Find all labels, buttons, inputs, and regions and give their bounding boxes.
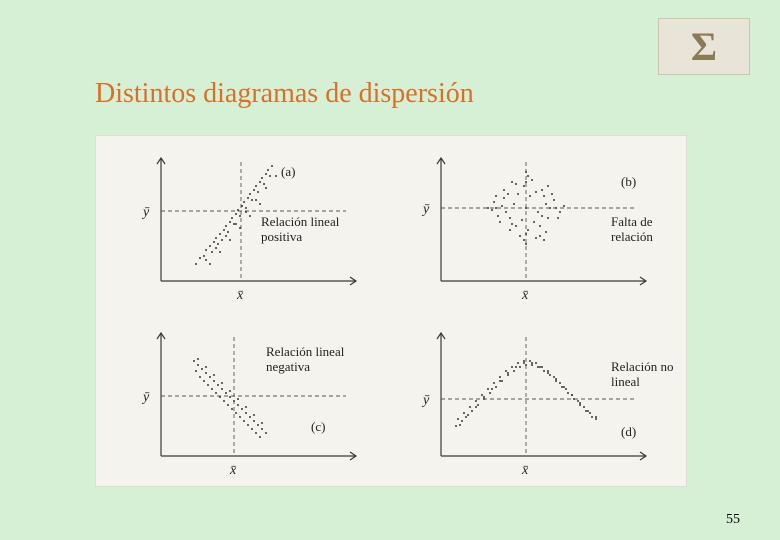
sigma-symbol: Σ	[691, 23, 717, 70]
svg-text:x̄: x̄	[521, 463, 529, 478]
svg-text:positiva: positiva	[261, 229, 302, 244]
svg-text:Falta de: Falta de	[611, 214, 653, 229]
svg-text:x̄: x̄	[229, 463, 237, 478]
svg-text:x̄: x̄	[521, 288, 529, 303]
page-title: Distintos diagramas de dispersión	[95, 78, 474, 110]
svg-text:x̄: x̄	[236, 288, 244, 303]
svg-text:(b): (b)	[621, 174, 636, 189]
svg-text:(d): (d)	[621, 424, 636, 439]
panel-a: ȳ x̄ (a) Relación linealpositiva	[141, 158, 356, 303]
svg-text:ȳ: ȳ	[421, 393, 430, 408]
svg-text:Relación no: Relación no	[611, 359, 673, 374]
panel-c: ȳ x̄ (c) Relación linealnegativa	[141, 333, 356, 478]
page-number: 55	[726, 512, 740, 528]
svg-text:ȳ: ȳ	[421, 202, 430, 217]
svg-text:ȳ: ȳ	[141, 205, 150, 220]
svg-text:negativa: negativa	[266, 359, 310, 374]
panel-b: ȳ x̄ (b) Falta derelación	[421, 158, 653, 303]
scatter-panels-svg: ȳx̄(a)Relación linealpositivaȳx̄(b)Falta…	[96, 136, 686, 486]
panel-d: ȳ x̄ (d) Relación nolineal	[421, 333, 673, 478]
sigma-logo: Σ	[658, 18, 750, 75]
svg-text:relación: relación	[611, 229, 653, 244]
svg-text:(a): (a)	[281, 164, 295, 179]
svg-text:ȳ: ȳ	[141, 390, 150, 405]
svg-text:lineal: lineal	[611, 374, 640, 389]
scatter-figure: ȳx̄(a)Relación linealpositivaȳx̄(b)Falta…	[95, 135, 687, 487]
svg-text:(c): (c)	[311, 419, 325, 434]
svg-text:Relación lineal: Relación lineal	[266, 344, 345, 359]
svg-text:Relación lineal: Relación lineal	[261, 214, 340, 229]
